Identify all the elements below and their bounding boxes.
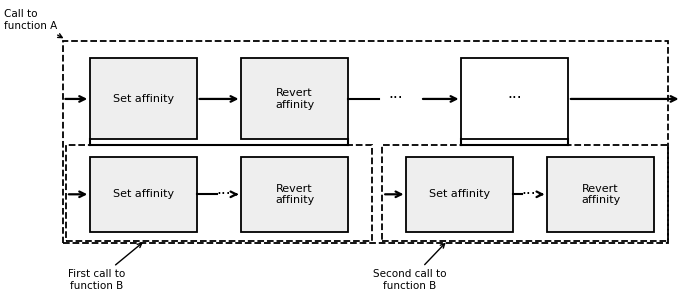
Text: ···: ··· xyxy=(522,187,536,202)
Text: ···: ··· xyxy=(507,91,522,107)
Text: Revert
affinity: Revert affinity xyxy=(581,184,620,205)
Bar xyxy=(462,59,568,139)
Bar xyxy=(547,157,654,232)
Text: Revert
affinity: Revert affinity xyxy=(275,88,314,110)
Text: Set affinity: Set affinity xyxy=(429,189,491,199)
Bar xyxy=(241,157,348,232)
Text: Revert
affinity: Revert affinity xyxy=(275,184,314,205)
Text: ···: ··· xyxy=(389,91,403,107)
Text: Set affinity: Set affinity xyxy=(113,189,174,199)
Bar xyxy=(90,157,196,232)
Bar xyxy=(66,145,372,241)
Bar xyxy=(407,157,513,232)
Text: First call to
function B: First call to function B xyxy=(68,243,142,291)
Text: ···: ··· xyxy=(217,187,232,202)
Bar xyxy=(382,145,668,241)
Text: Call to
function A: Call to function A xyxy=(4,9,62,38)
Bar xyxy=(241,59,348,139)
Text: Second call to
function B: Second call to function B xyxy=(373,244,446,291)
Text: Set affinity: Set affinity xyxy=(113,94,174,104)
Bar xyxy=(90,59,196,139)
Bar xyxy=(63,41,668,243)
